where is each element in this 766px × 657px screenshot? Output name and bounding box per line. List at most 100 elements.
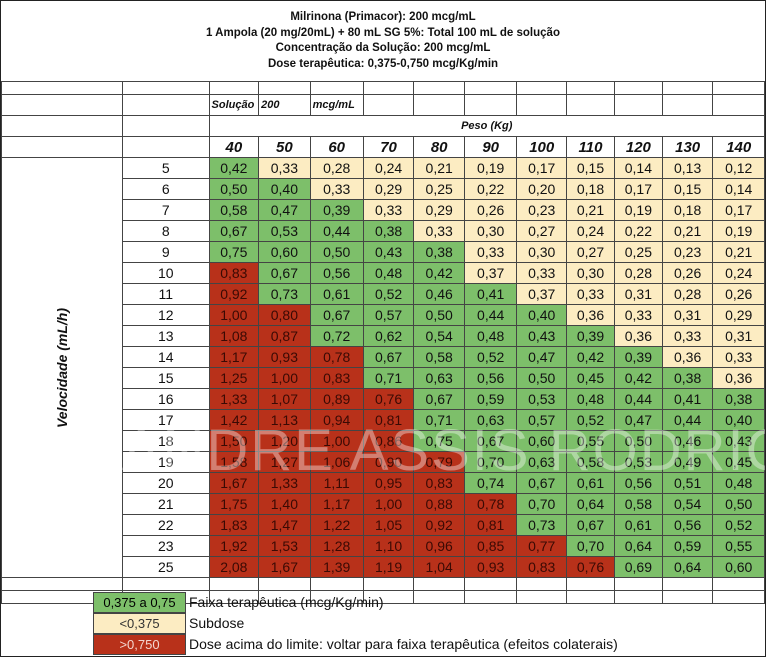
dose-cell: 0,48 [463, 325, 518, 347]
dose-cell: 0,69 [613, 556, 663, 578]
rate-cell: 21 [122, 493, 210, 515]
rate-cell: 6 [122, 178, 210, 200]
dose-cell: 0,17 [613, 178, 663, 200]
dose-cell: 0,33 [413, 220, 465, 242]
dose-cell: 0,50 [712, 493, 765, 515]
weight-110: 110 [566, 136, 615, 158]
dose-cell: 0,20 [516, 178, 568, 200]
dose-cell: 0,33 [613, 304, 663, 326]
dose-cell: 0,62 [362, 325, 415, 347]
rate-cell: 14 [122, 346, 210, 368]
dose-cell: 0,73 [516, 514, 568, 536]
dose-cell: 0,70 [566, 535, 615, 557]
rate-cell: 16 [122, 388, 210, 410]
dose-cell: 0,38 [362, 220, 415, 242]
dose-cell: 0,44 [309, 220, 364, 242]
dose-cell: 1,75 [208, 493, 260, 515]
dose-cell: 1,28 [309, 535, 364, 557]
rate-cell: 11 [122, 283, 210, 305]
dose-cell: 0,22 [463, 178, 518, 200]
rate-cell: 8 [122, 220, 210, 242]
dose-row: 11 0,92 0,73 0,61 0,52 0,46 0,41 0,37 0,33 0,31 0,… [2, 283, 765, 305]
dose-cell: 0,43 [712, 430, 765, 452]
dose-cell: 0,50 [613, 430, 663, 452]
dose-row: 18 1,50 1,20 1,00 0,86 0,75 0,67 0,60 0,55 0,50 0,… [2, 430, 765, 452]
dose-cell: 1,07 [258, 388, 311, 410]
dose-cell: 1,92 [208, 535, 260, 557]
dose-cell: 0,48 [362, 262, 415, 284]
dose-cell: 0,29 [712, 304, 765, 326]
dose-cell: 0,19 [613, 199, 663, 221]
weight-header: Peso (Kg) [208, 115, 765, 137]
dose-cell: 0,52 [566, 409, 615, 431]
dose-cell: 1,11 [309, 472, 364, 494]
dose-cell: 0,28 [613, 262, 663, 284]
dose-cell: 0,60 [516, 430, 568, 452]
dose-cell: 1,00 [208, 304, 260, 326]
weights-row: 40 50 60 70 80 90 100 110 120 130 140 [1, 136, 765, 158]
dose-cell: 0,92 [208, 283, 260, 305]
dose-cell: 1,33 [208, 388, 260, 410]
dose-cell: 0,33 [661, 325, 714, 347]
weight-header-row: Peso (Kg) [1, 115, 765, 137]
dose-cell: 0,23 [661, 241, 714, 263]
dose-cell: 0,37 [463, 262, 518, 284]
dose-cell: 0,21 [661, 220, 714, 242]
weight-100: 100 [516, 136, 568, 158]
dose-cell: 0,78 [309, 346, 364, 368]
dose-cell: 0,75 [208, 241, 260, 263]
dose-cell: 0,94 [309, 409, 364, 431]
dose-cell: 0,12 [712, 157, 765, 179]
dose-cell: 0,39 [613, 346, 663, 368]
dose-cell: 0,61 [309, 283, 364, 305]
dose-cell: 1,20 [258, 430, 311, 452]
dose-cell: 0,53 [258, 220, 311, 242]
dose-cell: 0,31 [712, 325, 765, 347]
legend-swatch-subdose: <0,375 [93, 613, 186, 634]
weight-50: 50 [258, 136, 311, 158]
weight-60: 60 [309, 136, 364, 158]
velocity-label-text: Velocidade (mL/h) [54, 307, 71, 428]
dose-cell: 0,45 [712, 451, 765, 473]
dose-cell: 0,42 [413, 262, 465, 284]
empty-row [1, 577, 765, 591]
dose-cell: 0,59 [661, 535, 714, 557]
dose-cell: 0,85 [463, 535, 518, 557]
dose-cell: 0,95 [362, 472, 415, 494]
dose-cell: 0,45 [566, 367, 615, 389]
concentration-label: Solução [208, 94, 260, 116]
dose-cell: 0,42 [566, 346, 615, 368]
dose-cell: 1,67 [208, 472, 260, 494]
dose-cell: 0,33 [463, 241, 518, 263]
weight-120: 120 [613, 136, 663, 158]
dose-row: 19 1,58 1,27 1,06 0,90 0,79 0,70 0,63 0,58 0,53 0,… [2, 451, 765, 473]
weight-140: 140 [712, 136, 765, 158]
dose-row: 22 1,83 1,47 1,22 1,05 0,92 0,81 0,73 0,67 0,61 0,… [2, 514, 765, 536]
rate-cell: 7 [122, 199, 210, 221]
dose-cell: 0,50 [208, 178, 260, 200]
legend-text: Faixa terapêutica (mcg/Kg/min) [189, 594, 384, 610]
dose-cell: 0,53 [516, 388, 568, 410]
dose-cell: 0,83 [516, 556, 568, 578]
dose-cell: 0,83 [208, 262, 260, 284]
dose-cell: 1,83 [208, 514, 260, 536]
dose-cell: 0,53 [613, 451, 663, 473]
title-therapeutic-dose: Dose terapêutica: 0,375-0,750 mcg/Kg/min [267, 57, 499, 70]
velocity-label: Velocidade (mL/h) [1, 157, 124, 578]
dose-cell: 0,87 [258, 325, 311, 347]
dose-cell: 0,89 [309, 388, 364, 410]
dose-row: 25 2,08 1,67 1,39 1,19 1,04 0,93 0,83 0,76 0,69 0,… [2, 556, 765, 578]
dose-cell: 1,42 [208, 409, 260, 431]
dose-cell: 0,37 [516, 283, 568, 305]
dose-cell: 0,71 [413, 409, 465, 431]
dose-cell: 0,52 [463, 346, 518, 368]
dose-cell: 0,26 [712, 283, 765, 305]
rate-cell: 18 [122, 430, 210, 452]
weight-90: 90 [463, 136, 518, 158]
dose-cell: 0,64 [566, 493, 615, 515]
dose-cell: 0,26 [661, 262, 714, 284]
dose-cell: 0,63 [516, 451, 568, 473]
dose-cell: 0,64 [661, 556, 714, 578]
dose-cell: 0,30 [463, 220, 518, 242]
dose-cell: 0,76 [566, 556, 615, 578]
